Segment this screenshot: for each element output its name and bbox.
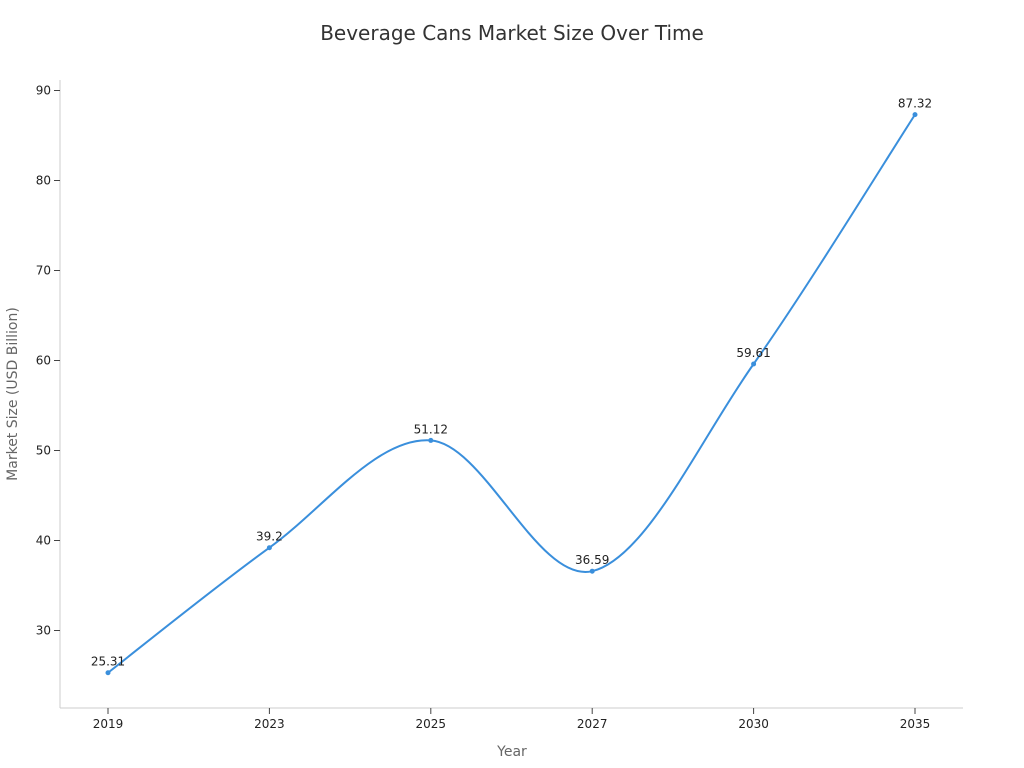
x-tick-label: 2023 [254, 717, 285, 731]
x-tick-label: 2025 [416, 717, 447, 731]
x-tick-label: 2030 [738, 717, 769, 731]
data-point [266, 545, 272, 551]
chart-title: Beverage Cans Market Size Over Time [320, 21, 704, 45]
data-point [105, 670, 111, 676]
data-point [428, 437, 434, 443]
x-tick-label: 2027 [577, 717, 608, 731]
data-labels: 25.31 39.2 51.12 36.59 59.61 87.32 [91, 97, 932, 669]
data-label: 39.2 [256, 530, 283, 544]
y-tick-label: 50 [36, 444, 51, 458]
y-axis-label: Market Size (USD Billion) [5, 307, 21, 481]
y-tick-label: 60 [36, 354, 51, 368]
data-label: 36.59 [575, 553, 609, 567]
data-point [589, 568, 595, 574]
data-point [751, 361, 757, 367]
x-tick-label: 2019 [93, 717, 124, 731]
data-label: 59.61 [736, 346, 770, 360]
y-axis-ticks: 30 40 50 60 70 80 90 [36, 84, 60, 638]
y-tick-label: 70 [36, 264, 51, 278]
data-points [105, 112, 918, 676]
y-tick-label: 80 [36, 174, 51, 188]
y-tick-label: 30 [36, 624, 51, 638]
data-label: 87.32 [898, 97, 932, 111]
x-tick-label: 2035 [900, 717, 931, 731]
data-label: 51.12 [414, 422, 448, 436]
data-point [912, 112, 918, 118]
series-line [107, 114, 916, 674]
y-tick-label: 90 [36, 84, 51, 98]
y-tick-label: 40 [36, 534, 51, 548]
x-axis-ticks: 2019 2023 2025 2027 2030 2035 [93, 708, 931, 731]
x-axis-label: Year [496, 744, 527, 760]
data-label: 25.31 [91, 655, 125, 669]
